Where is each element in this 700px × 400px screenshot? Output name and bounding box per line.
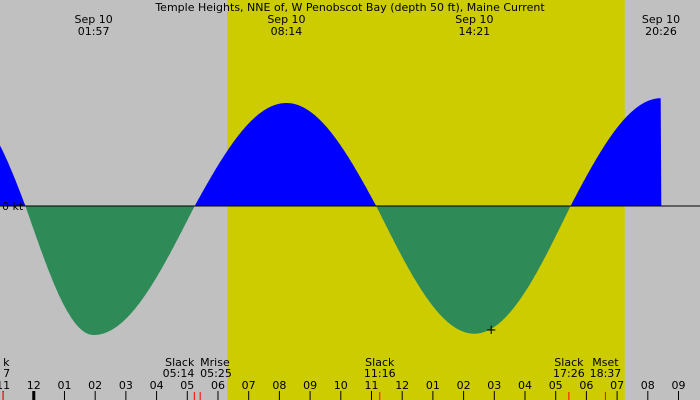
- hour-label-18: 05: [549, 379, 563, 392]
- event-time-5: 18:37: [590, 367, 622, 380]
- flood-area: [195, 103, 376, 206]
- extrema-time-2: 14:21: [458, 25, 490, 38]
- hour-label-16: 03: [487, 379, 501, 392]
- extrema-date-2: Sep 10: [455, 13, 493, 26]
- hour-label-2: 01: [57, 379, 71, 392]
- event-time-1: 05:14: [163, 367, 195, 380]
- hour-label-5: 04: [150, 379, 164, 392]
- event-name-3: Slack: [365, 356, 395, 369]
- extrema-date-3: Sep 10: [642, 13, 680, 26]
- now-marker: +: [486, 323, 497, 338]
- extrema-time-0: 01:57: [78, 25, 110, 38]
- flood-area: [0, 145, 26, 206]
- ebb-area: [25, 206, 195, 335]
- event-time-2: 05:25: [200, 367, 232, 380]
- hour-label-21: 08: [641, 379, 655, 392]
- event-name-0: k: [3, 356, 10, 369]
- extrema-time-1: 08:14: [271, 25, 303, 38]
- ebb-area: [376, 206, 571, 334]
- hour-label-7: 06: [211, 379, 225, 392]
- hour-label-17: 04: [518, 379, 532, 392]
- event-time-4: 17:26: [553, 367, 585, 380]
- event-time-0: 7: [3, 367, 10, 380]
- hour-label-20: 07: [610, 379, 624, 392]
- hour-label-10: 09: [303, 379, 317, 392]
- hour-label-8: 07: [242, 379, 256, 392]
- extrema-time-3: 20:26: [645, 25, 677, 38]
- hour-label-19: 06: [579, 379, 593, 392]
- zero-kt-label: 0 kt: [2, 200, 24, 213]
- hour-label-15: 02: [457, 379, 471, 392]
- event-name-2: Mrise: [200, 356, 230, 369]
- event-labels: k7Slack05:14Mrise05:25Slack11:16Slack17:…: [3, 356, 621, 380]
- hour-label-1: 12: [27, 379, 41, 392]
- event-name-1: Slack: [165, 356, 195, 369]
- hour-label-9: 08: [272, 379, 286, 392]
- event-time-3: 11:16: [364, 367, 396, 380]
- extrema-date-1: Sep 10: [267, 13, 305, 26]
- hour-label-4: 03: [119, 379, 133, 392]
- hour-label-12: 11: [364, 379, 378, 392]
- hour-label-13: 12: [395, 379, 409, 392]
- hour-label-3: 02: [88, 379, 102, 392]
- hour-axis: 11 12 01 02 03 04 05 06 07 08 09 10 11 12 01 02 03 04 05 06…: [0, 379, 686, 400]
- extrema-date-0: Sep 10: [75, 13, 113, 26]
- hour-label-14: 01: [426, 379, 440, 392]
- flood-area: [571, 98, 700, 206]
- chart-title: Temple Heights, NNE of, W Penobscot Bay …: [154, 1, 545, 14]
- hour-label-6: 05: [180, 379, 194, 392]
- current-areas: [0, 98, 700, 335]
- hour-label-22: 09: [672, 379, 686, 392]
- event-name-5: Mset: [592, 356, 619, 369]
- event-name-4: Slack: [554, 356, 584, 369]
- hour-label-0: 11: [0, 379, 10, 392]
- hour-label-11: 10: [334, 379, 348, 392]
